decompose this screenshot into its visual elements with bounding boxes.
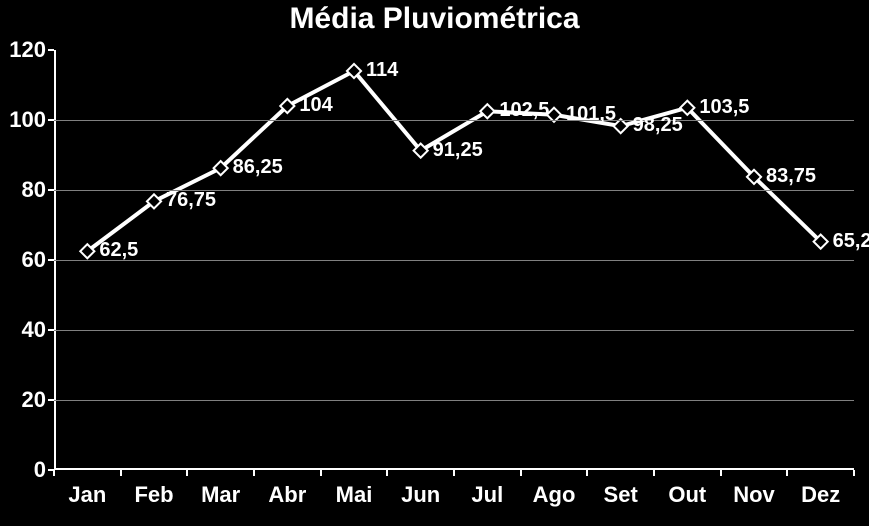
gridline: [54, 120, 854, 121]
chart-container: Média Pluviométrica 020406080100120JanFe…: [0, 0, 869, 526]
x-tick-label: Dez: [801, 482, 840, 508]
x-tick-mark: [53, 470, 55, 476]
x-tick-label: Out: [668, 482, 706, 508]
y-tick-label: 60: [22, 247, 46, 273]
y-tick-mark: [48, 259, 54, 261]
x-tick-label: Abr: [268, 482, 306, 508]
x-tick-mark: [453, 470, 455, 476]
data-label: 104: [299, 94, 332, 117]
x-tick-mark: [120, 470, 122, 476]
x-tick-mark: [853, 470, 855, 476]
y-tick-mark: [48, 49, 54, 51]
gridline: [54, 330, 854, 331]
plot-area: 020406080100120JanFebMarAbrMaiJunJulAgoS…: [54, 50, 854, 470]
data-label: 102,5: [499, 99, 549, 122]
x-tick-label: Mar: [201, 482, 240, 508]
y-tick-label: 120: [9, 37, 46, 63]
y-tick-label: 40: [22, 317, 46, 343]
data-label: 98,25: [633, 114, 683, 137]
data-label: 101,5: [566, 103, 616, 126]
y-tick-label: 100: [9, 107, 46, 133]
data-label: 103,5: [699, 96, 749, 119]
data-label: 86,25: [233, 156, 283, 179]
data-label: 83,75: [766, 165, 816, 188]
x-tick-mark: [253, 470, 255, 476]
y-tick-mark: [48, 119, 54, 121]
data-label: 114: [366, 59, 398, 82]
data-label: 65,25: [833, 230, 869, 253]
x-tick-label: Nov: [733, 482, 775, 508]
y-tick-label: 20: [22, 387, 46, 413]
x-tick-label: Ago: [533, 482, 576, 508]
x-tick-mark: [520, 470, 522, 476]
y-tick-mark: [48, 329, 54, 331]
y-tick-mark: [48, 189, 54, 191]
x-tick-mark: [653, 470, 655, 476]
y-tick-label: 80: [22, 177, 46, 203]
x-tick-label: Mai: [336, 482, 373, 508]
x-tick-mark: [786, 470, 788, 476]
y-tick-label: 0: [34, 457, 46, 483]
x-tick-mark: [186, 470, 188, 476]
data-label: 62,5: [99, 239, 138, 262]
x-tick-mark: [586, 470, 588, 476]
chart-title: Média Pluviométrica: [0, 2, 869, 36]
data-label: 76,75: [166, 189, 216, 212]
x-tick-mark: [720, 470, 722, 476]
x-tick-mark: [386, 470, 388, 476]
x-tick-label: Jan: [68, 482, 106, 508]
x-tick-mark: [320, 470, 322, 476]
x-tick-label: Set: [604, 482, 638, 508]
x-tick-label: Feb: [134, 482, 173, 508]
x-tick-label: Jul: [471, 482, 503, 508]
data-label: 91,25: [433, 139, 483, 162]
gridline: [54, 260, 854, 261]
gridline: [54, 400, 854, 401]
x-tick-label: Jun: [401, 482, 440, 508]
y-tick-mark: [48, 399, 54, 401]
